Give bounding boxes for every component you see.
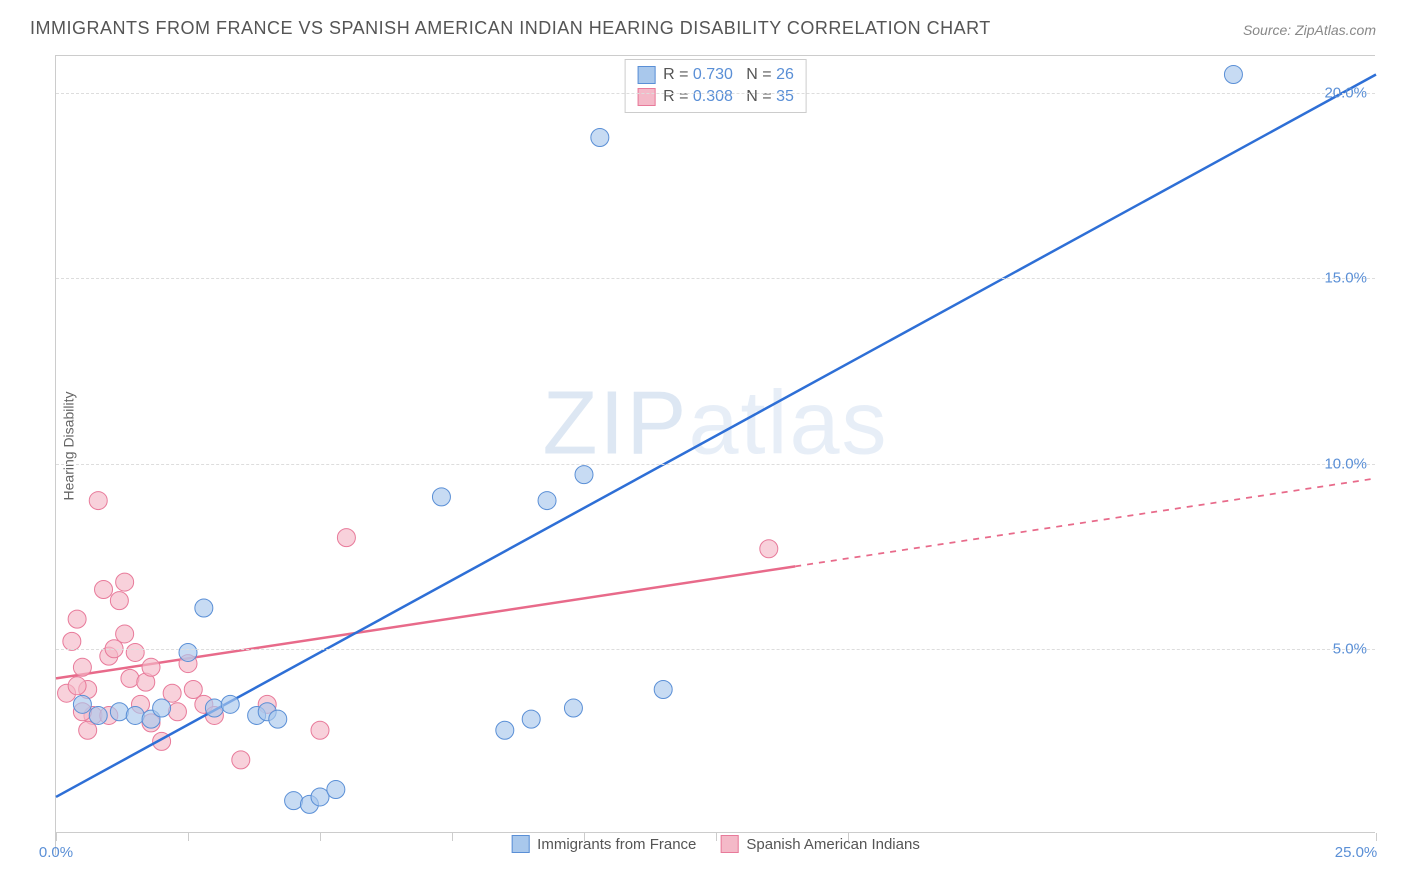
data-point (89, 492, 107, 510)
x-tick (452, 833, 453, 841)
data-point (89, 706, 107, 724)
x-tick (848, 833, 849, 841)
data-point (116, 573, 134, 591)
x-tick (1376, 833, 1377, 841)
legend-swatch-icon (637, 88, 655, 106)
data-point (591, 129, 609, 147)
data-point (1224, 66, 1242, 84)
grid-line (56, 93, 1375, 94)
data-point (337, 529, 355, 547)
data-point (654, 681, 672, 699)
data-point (153, 699, 171, 717)
legend-swatch-icon (720, 835, 738, 853)
x-tick (56, 833, 57, 841)
data-point (116, 625, 134, 643)
data-point (269, 710, 287, 728)
data-point (195, 599, 213, 617)
data-point (126, 643, 144, 661)
data-point (68, 610, 86, 628)
data-point (110, 592, 128, 610)
y-tick-label: 20.0% (1324, 85, 1367, 102)
data-point (63, 632, 81, 650)
data-point (538, 492, 556, 510)
legend-stats: R = 0.730 N = 26 R = 0.308 N = 35 (624, 59, 807, 113)
data-point (221, 695, 239, 713)
grid-line (56, 464, 1375, 465)
legend-series-item: Immigrants from France (511, 835, 696, 853)
y-tick-label: 15.0% (1324, 270, 1367, 287)
data-point (163, 684, 181, 702)
data-point (285, 792, 303, 810)
data-point (110, 703, 128, 721)
data-point (142, 658, 160, 676)
data-point (760, 540, 778, 558)
legend-stats-text: R = 0.730 N = 26 (663, 66, 794, 84)
x-tick (320, 833, 321, 841)
grid-line (56, 278, 1375, 279)
legend-swatch-icon (511, 835, 529, 853)
data-point (522, 710, 540, 728)
scatter-plot-svg (56, 56, 1375, 855)
data-point (575, 466, 593, 484)
legend-series-label: Spanish American Indians (746, 836, 919, 853)
legend-swatch-icon (637, 66, 655, 84)
data-point (168, 703, 186, 721)
regression-line (56, 75, 1376, 797)
data-point (311, 721, 329, 739)
legend-stats-row: R = 0.730 N = 26 (637, 64, 794, 86)
x-tick (188, 833, 189, 841)
data-point (564, 699, 582, 717)
data-point (496, 721, 514, 739)
data-point (79, 721, 97, 739)
y-tick-label: 10.0% (1324, 455, 1367, 472)
data-point (327, 781, 345, 799)
data-point (73, 658, 91, 676)
legend-series-item: Spanish American Indians (720, 835, 919, 853)
data-point (179, 643, 197, 661)
data-point (68, 677, 86, 695)
data-point (184, 681, 202, 699)
chart-title: IMMIGRANTS FROM FRANCE VS SPANISH AMERIC… (30, 18, 991, 39)
data-point (432, 488, 450, 506)
x-tick-label: 25.0% (1335, 844, 1378, 861)
legend-stats-text: R = 0.308 N = 35 (663, 88, 794, 106)
chart-plot-area: ZIPatlas R = 0.730 N = 26R = 0.308 N = 3… (55, 55, 1375, 855)
data-point (232, 751, 250, 769)
regression-line (56, 566, 795, 678)
data-point (126, 706, 144, 724)
x-tick (584, 833, 585, 841)
y-tick-label: 5.0% (1333, 640, 1367, 657)
legend-series-label: Immigrants from France (537, 836, 696, 853)
data-point (73, 695, 91, 713)
regression-line-dashed (795, 478, 1376, 566)
legend-stats-row: R = 0.308 N = 35 (637, 86, 794, 108)
data-point (205, 699, 223, 717)
x-tick-label: 0.0% (39, 844, 73, 861)
data-point (311, 788, 329, 806)
data-point (95, 580, 113, 598)
data-point (121, 669, 139, 687)
x-tick (716, 833, 717, 841)
grid-line (56, 649, 1375, 650)
source-label: Source: ZipAtlas.com (1243, 22, 1376, 38)
